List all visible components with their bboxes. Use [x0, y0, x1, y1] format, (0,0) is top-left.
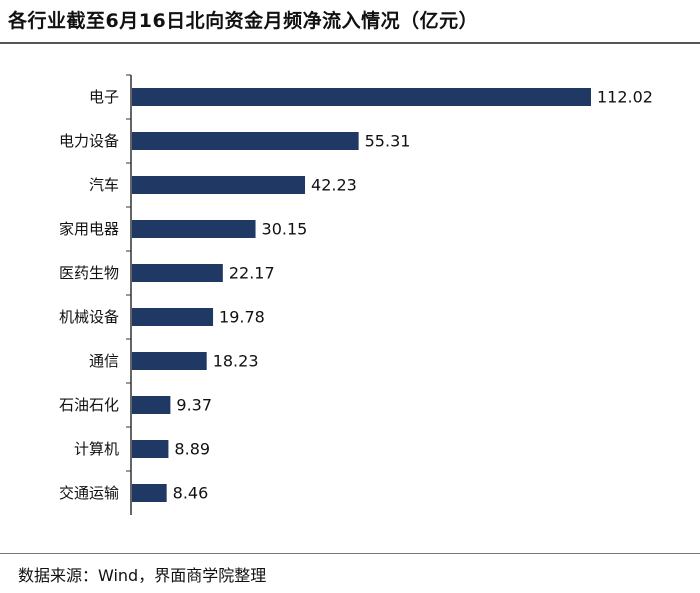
- bar: [132, 220, 256, 238]
- category-label: 医药生物: [59, 264, 119, 282]
- footer-divider: [0, 553, 700, 554]
- data-label: 55.31: [365, 132, 411, 151]
- category-label: 石油石化: [59, 396, 119, 414]
- data-label: 9.37: [176, 396, 212, 415]
- category-label: 汽车: [89, 176, 119, 194]
- category-label: 通信: [89, 352, 119, 370]
- bar-chart: 电子 112.02 电力设备 55.31 汽车 42.23 家用电器 30.15 医药生物 22.…: [59, 74, 653, 515]
- data-label: 19.78: [219, 308, 265, 327]
- data-label: 18.23: [213, 352, 259, 371]
- category-label: 机械设备: [59, 308, 119, 326]
- source-note: 数据来源：Wind，界面商学院整理: [18, 566, 267, 585]
- data-label: 112.02: [597, 88, 653, 107]
- bar: [132, 176, 306, 194]
- category-label: 计算机: [74, 440, 119, 458]
- data-label: 8.46: [173, 484, 209, 503]
- category-label: 电力设备: [59, 132, 119, 150]
- chart-plot-area: 电子 112.02 电力设备 55.31 汽车 42.23 家用电器 30.15 医药生物 22.…: [59, 74, 653, 515]
- bar: [132, 352, 207, 370]
- bar: [132, 132, 359, 150]
- category-label: 电子: [89, 88, 119, 106]
- data-label: 8.89: [174, 440, 210, 459]
- category-label: 家用电器: [59, 220, 119, 238]
- bar: [132, 308, 214, 326]
- bar: [132, 88, 591, 106]
- title-divider: [0, 42, 700, 44]
- chart-title: 各行业截至6月16日北向资金月频净流入情况（亿元）: [8, 10, 479, 32]
- bar: [132, 484, 167, 502]
- data-label: 30.15: [262, 220, 308, 239]
- bar: [132, 264, 223, 282]
- bar: [132, 440, 169, 458]
- data-label: 42.23: [311, 176, 357, 195]
- bar: [132, 396, 171, 414]
- data-label: 22.17: [229, 264, 275, 283]
- category-label: 交通运输: [59, 484, 119, 502]
